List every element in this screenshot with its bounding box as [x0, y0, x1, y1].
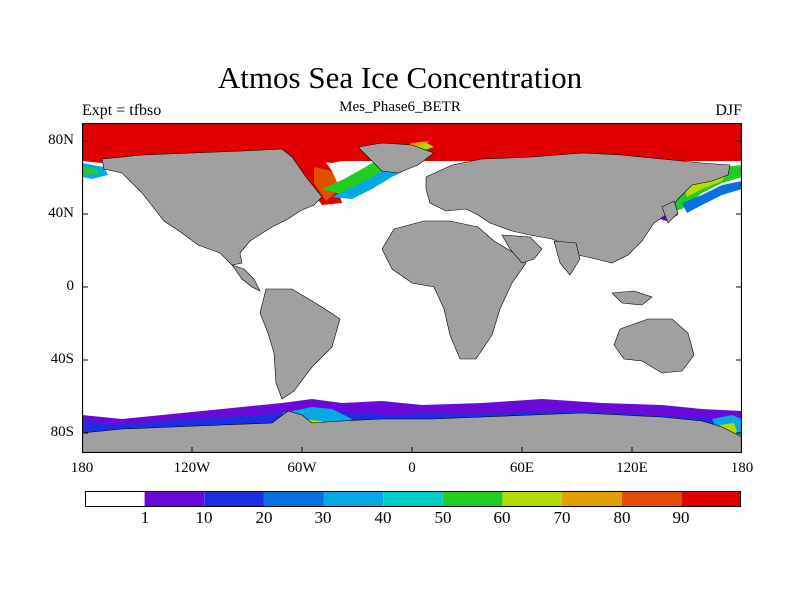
eurasia [425, 152, 731, 264]
antarctica [82, 410, 742, 453]
colorbar-label: 50 [434, 508, 452, 527]
season-label: DJF [715, 102, 742, 119]
y-tick-label: 0 [66, 278, 75, 294]
india [553, 240, 581, 276]
x-tick-label: 60E [509, 460, 535, 476]
y-tick-label: 40S [50, 351, 74, 367]
colorbar-swatch [681, 491, 741, 507]
x-tick-label: 60W [287, 460, 317, 476]
greenland [357, 142, 435, 174]
colorbar [85, 491, 741, 507]
colorbar-label: 10 [195, 508, 213, 527]
australia [613, 318, 695, 374]
colorbar-label: 30 [314, 508, 332, 527]
colorbar-frame [85, 491, 741, 507]
colorbar-label: 90 [672, 508, 690, 527]
colorbar-swatch [502, 491, 563, 507]
south-america [259, 288, 341, 400]
colorbar-swatch [263, 491, 324, 507]
x-tick-label: 120W [173, 460, 211, 476]
experiment-label: Expt = tfbso [82, 102, 162, 119]
map-title: Atmos Sea Ice Concentration [217, 60, 583, 95]
colorbar-swatch [442, 491, 503, 507]
land-masses [82, 142, 742, 453]
x-tick-label: 120E [616, 460, 648, 476]
colorbar-swatch [204, 491, 264, 507]
map-subtitle: Mes_Phase6_BETR [339, 99, 461, 115]
north-america [101, 148, 323, 266]
colorbar-swatch [562, 491, 622, 507]
x-tick-label: 0 [408, 460, 416, 476]
central-america [231, 264, 261, 292]
colorbar-label: 40 [374, 508, 392, 527]
colorbar-label: 80 [613, 508, 631, 527]
colorbar-label: 60 [493, 508, 511, 527]
africa [381, 220, 527, 360]
colorbar-label: 20 [255, 508, 273, 527]
colorbar-swatch [383, 491, 443, 507]
map-frame [82, 123, 742, 453]
colorbar-swatch [144, 491, 205, 507]
y-tick-label: 80N [48, 132, 74, 148]
y-tick-label: 80S [50, 424, 74, 440]
x-tick-label: 180 [70, 460, 94, 476]
sea-ice-map [82, 123, 742, 453]
arabia [501, 234, 543, 264]
colorbar-swatch [85, 491, 145, 507]
colorbar-label: 70 [553, 508, 571, 527]
se-asia-islands [611, 290, 653, 306]
y-tick-label: 40N [48, 205, 74, 221]
colorbar-swatch [323, 491, 384, 507]
colorbar-label: 1 [140, 508, 150, 527]
japan [661, 200, 679, 224]
x-tick-label: 180 [730, 460, 754, 476]
colorbar-swatch [621, 491, 682, 507]
